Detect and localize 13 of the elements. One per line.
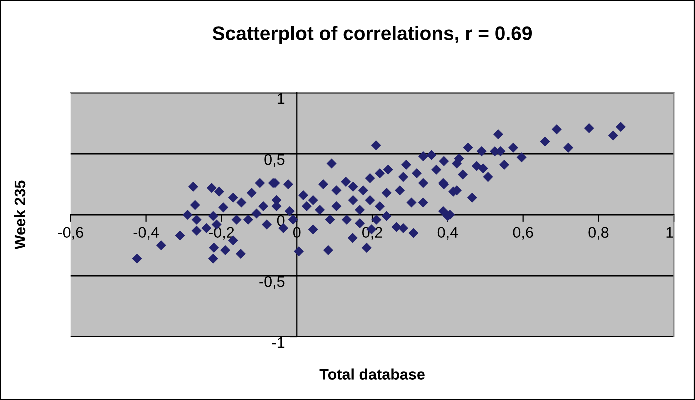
y-tick-label: -0,5 <box>260 276 285 290</box>
y-axis-title: Week 235 <box>14 180 26 250</box>
x-tick-label: 1 <box>666 227 674 238</box>
x-tick-label: -0,4 <box>134 227 160 240</box>
y-tick-label: 0,5 <box>264 154 285 168</box>
y-tick-label: -1 <box>272 338 285 348</box>
x-tick-label: -0,6 <box>58 227 84 240</box>
x-axis-title: Total database <box>320 368 425 380</box>
chart-title: Scatterplot of correlations, r = 0.69 <box>212 26 532 44</box>
x-tick-label: 0,6 <box>513 227 534 240</box>
x-tick-label: 0,8 <box>588 227 609 240</box>
x-tick-label: 0,4 <box>438 227 458 240</box>
y-tick-label: 1 <box>278 94 285 104</box>
